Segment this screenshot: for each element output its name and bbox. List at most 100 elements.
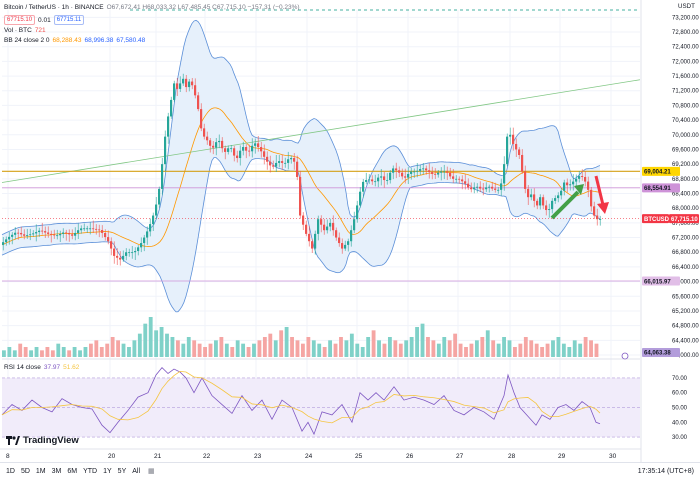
candle-body bbox=[134, 251, 137, 253]
candle-body bbox=[143, 237, 146, 244]
candle-body bbox=[44, 231, 47, 233]
trade-buttons[interactable]: 67715.10 0.01 67715.11 bbox=[4, 15, 85, 25]
candle-body bbox=[242, 147, 245, 151]
bb-legend[interactable]: BB 24 close 2 0 68,288.43 68,996.38 67,5… bbox=[4, 37, 145, 44]
volume-bar bbox=[88, 343, 93, 357]
volume-bar bbox=[485, 330, 490, 357]
volume-bar bbox=[436, 343, 441, 357]
candle-body bbox=[530, 194, 533, 198]
volume-bar bbox=[137, 333, 142, 357]
candle-body bbox=[260, 147, 263, 152]
level-low-badge: 66,015.97 bbox=[644, 279, 671, 285]
rsi-tick-label: 50.00 bbox=[672, 405, 688, 411]
candle-body bbox=[203, 128, 206, 137]
rsi-legend[interactable]: RSI 14 close 37.97 51.62 bbox=[4, 364, 79, 371]
price-tick-label: 65,200.00 bbox=[672, 309, 699, 315]
candle-body bbox=[2, 242, 5, 245]
price-tick-label: 66,000.00 bbox=[672, 280, 699, 286]
volume-label: Vol · BTC bbox=[4, 27, 32, 34]
timeframe-1y[interactable]: 1Y bbox=[103, 467, 112, 475]
candle-body bbox=[323, 224, 326, 231]
candle-body bbox=[86, 228, 89, 230]
timeframe-ytd[interactable]: YTD bbox=[83, 467, 98, 475]
price-axis[interactable]: USDT 73,200.00 72,800.00 72,400.00 72,000.00… bbox=[621, 0, 700, 462]
volume-bar bbox=[72, 347, 77, 357]
volume-bar bbox=[426, 337, 430, 357]
candle-body bbox=[566, 182, 569, 186]
symbol-legend[interactable]: Bitcoin / TetherUS · 1h · BINANCE O67,67… bbox=[4, 4, 300, 11]
timeframe-3m[interactable]: 3M bbox=[51, 467, 62, 475]
candle-body bbox=[521, 154, 524, 172]
candle-body bbox=[113, 248, 116, 256]
timeframe-5y[interactable]: 5Y bbox=[117, 467, 127, 475]
current-symbol-badge: BTCUSDT bbox=[644, 217, 673, 223]
volume-bar bbox=[339, 337, 343, 357]
time-tick-label: 24 bbox=[305, 453, 313, 460]
buy-price-button[interactable]: 67715.11 bbox=[53, 15, 85, 25]
candle-body bbox=[497, 189, 500, 191]
candle-body bbox=[488, 186, 491, 188]
candle-body bbox=[65, 232, 68, 234]
volume-bar bbox=[284, 327, 289, 357]
candle-body bbox=[482, 188, 485, 190]
volume-bar bbox=[322, 347, 327, 357]
volume-bar bbox=[518, 343, 523, 357]
volume-bar bbox=[208, 343, 213, 357]
volume-bar bbox=[578, 343, 583, 357]
volume-bar bbox=[366, 337, 371, 357]
price-tick-label: 72,000.00 bbox=[672, 59, 699, 65]
rsi-label: RSI 14 close bbox=[4, 364, 41, 371]
timeframe-1m[interactable]: 1M bbox=[35, 467, 46, 475]
candle-body bbox=[74, 232, 77, 236]
sell-price-button[interactable]: 67715.10 bbox=[4, 15, 36, 25]
volume-bar bbox=[143, 323, 148, 357]
volume-bar bbox=[61, 347, 66, 357]
volume-bar bbox=[393, 340, 398, 357]
candle-body bbox=[506, 136, 509, 165]
candle-body bbox=[77, 230, 80, 233]
candle-body bbox=[95, 228, 98, 230]
volume-bar bbox=[295, 340, 300, 357]
volume-bar bbox=[99, 347, 104, 357]
volume-value: 721 bbox=[34, 27, 46, 34]
candle-body bbox=[254, 143, 257, 146]
timeframe-6m[interactable]: 6M bbox=[67, 467, 78, 475]
volume-bar bbox=[523, 337, 528, 357]
tradingview-logo[interactable]: TradingView bbox=[6, 435, 79, 446]
volume-bar bbox=[409, 337, 414, 357]
calendar-icon[interactable]: ▦ bbox=[148, 468, 155, 475]
volume-bar bbox=[491, 340, 496, 357]
clock-readout[interactable]: 17:35:14 (UTC+8) bbox=[637, 467, 694, 475]
symbol-title[interactable]: Bitcoin / TetherUS · 1h · BINANCE bbox=[4, 4, 104, 11]
candle-body bbox=[11, 234, 14, 237]
price-axis-bg bbox=[641, 0, 700, 462]
candle-body bbox=[467, 183, 470, 188]
candle-body bbox=[557, 195, 560, 199]
candle-body bbox=[59, 233, 62, 236]
candle-body bbox=[545, 205, 548, 211]
candle-body bbox=[191, 81, 194, 86]
price-tick-label: 73,200.00 bbox=[672, 15, 699, 21]
volume-bar bbox=[311, 340, 316, 357]
volume-bar bbox=[230, 347, 235, 357]
volume-bar bbox=[534, 343, 539, 357]
candle-body bbox=[227, 148, 230, 152]
trendline bbox=[1, 79, 641, 183]
candle-body bbox=[575, 178, 578, 182]
candle-body bbox=[542, 197, 545, 206]
volume-legend[interactable]: Vol · BTC 721 bbox=[4, 27, 46, 34]
candle-body bbox=[416, 170, 419, 172]
candle-body bbox=[83, 228, 86, 230]
volume-bar bbox=[12, 350, 17, 357]
time-axis[interactable]: 8 20 21 22 23 24 25 26 27 28 29 30 bbox=[0, 448, 641, 460]
timeframe-1d[interactable]: 1D bbox=[6, 467, 15, 475]
timeframe-all[interactable]: All bbox=[132, 467, 141, 475]
candle-body bbox=[209, 140, 212, 146]
candle-body bbox=[374, 181, 377, 183]
timeframe-5d[interactable]: 5D bbox=[20, 467, 30, 475]
horizontal-levels[interactable] bbox=[1, 9, 641, 282]
candle-body bbox=[317, 219, 320, 234]
volume-bar bbox=[398, 343, 403, 357]
